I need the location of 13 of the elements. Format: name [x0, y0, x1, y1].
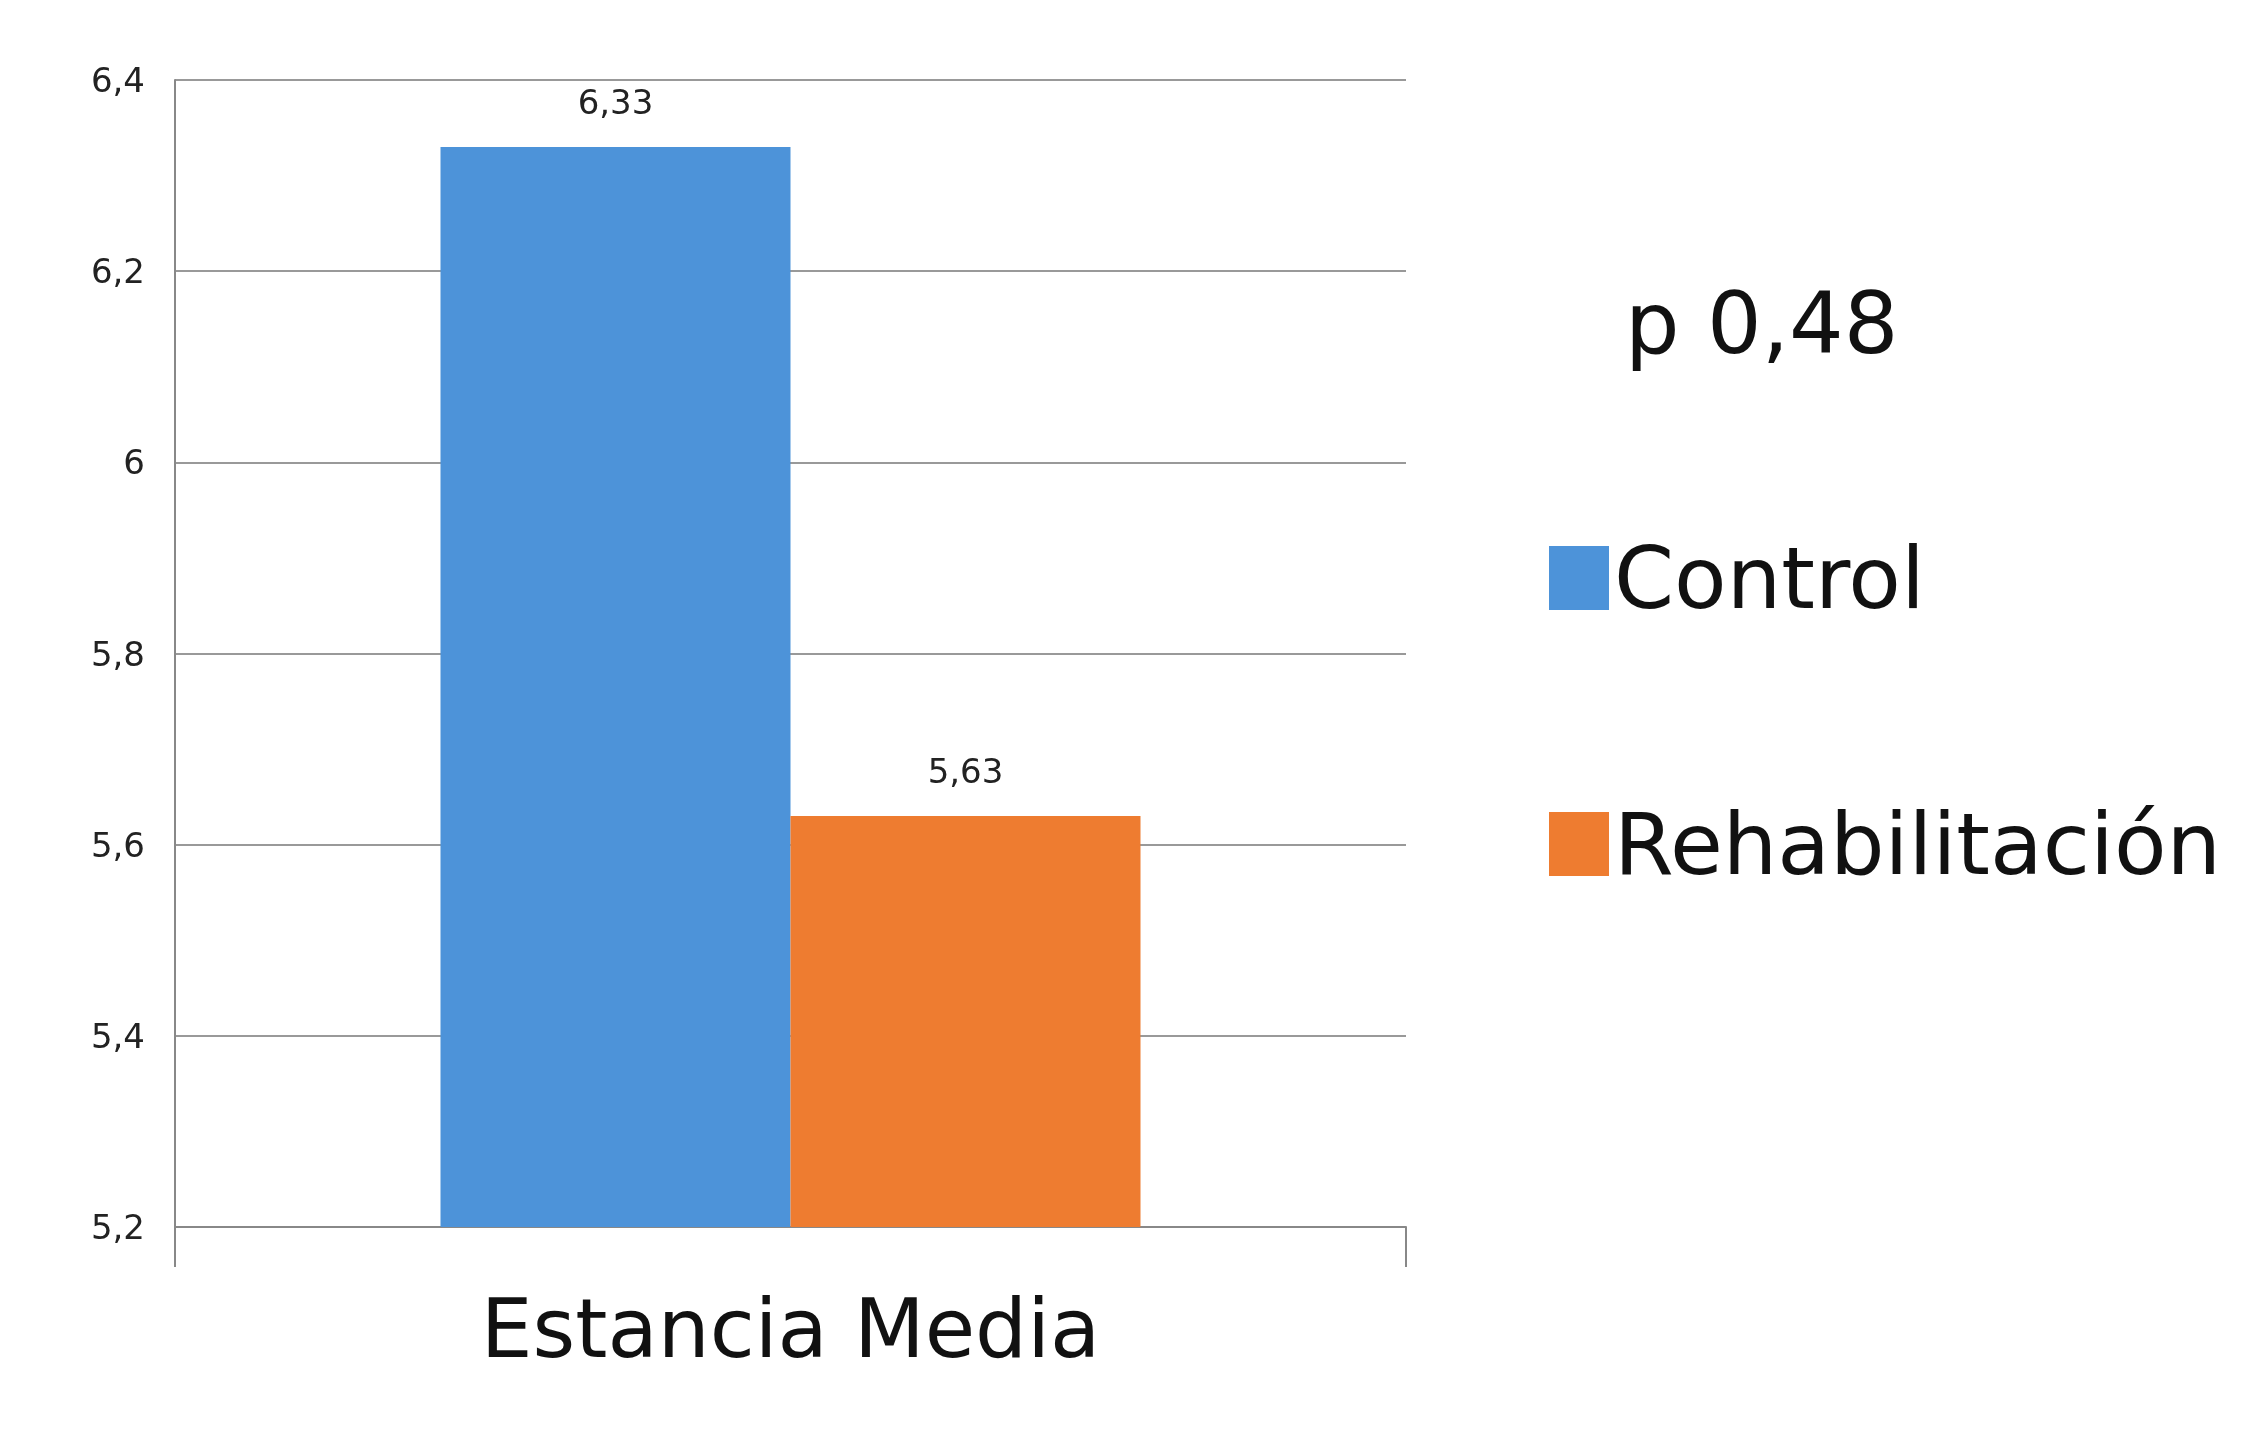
y-tick-label: 5,6 — [90, 824, 145, 865]
y-tick-label: 6,2 — [90, 251, 145, 292]
y-tick-label: 6,4 — [90, 60, 145, 100]
y-tick-label: 6 — [123, 442, 145, 483]
legend-label: Control — [1614, 528, 1925, 628]
text: p 0,48 — [1625, 273, 1899, 373]
legend-label: Rehabilitación — [1614, 794, 2221, 894]
y-tick-label: 5,2 — [90, 1207, 145, 1247]
data-label: 5,63 — [927, 750, 1004, 791]
data-label: 6,33 — [577, 81, 654, 122]
y-tick-label: 5,8 — [90, 633, 145, 674]
y-tick-label: 5,4 — [90, 1015, 145, 1056]
x-tick-label: Estancia Media — [480, 1280, 1101, 1376]
